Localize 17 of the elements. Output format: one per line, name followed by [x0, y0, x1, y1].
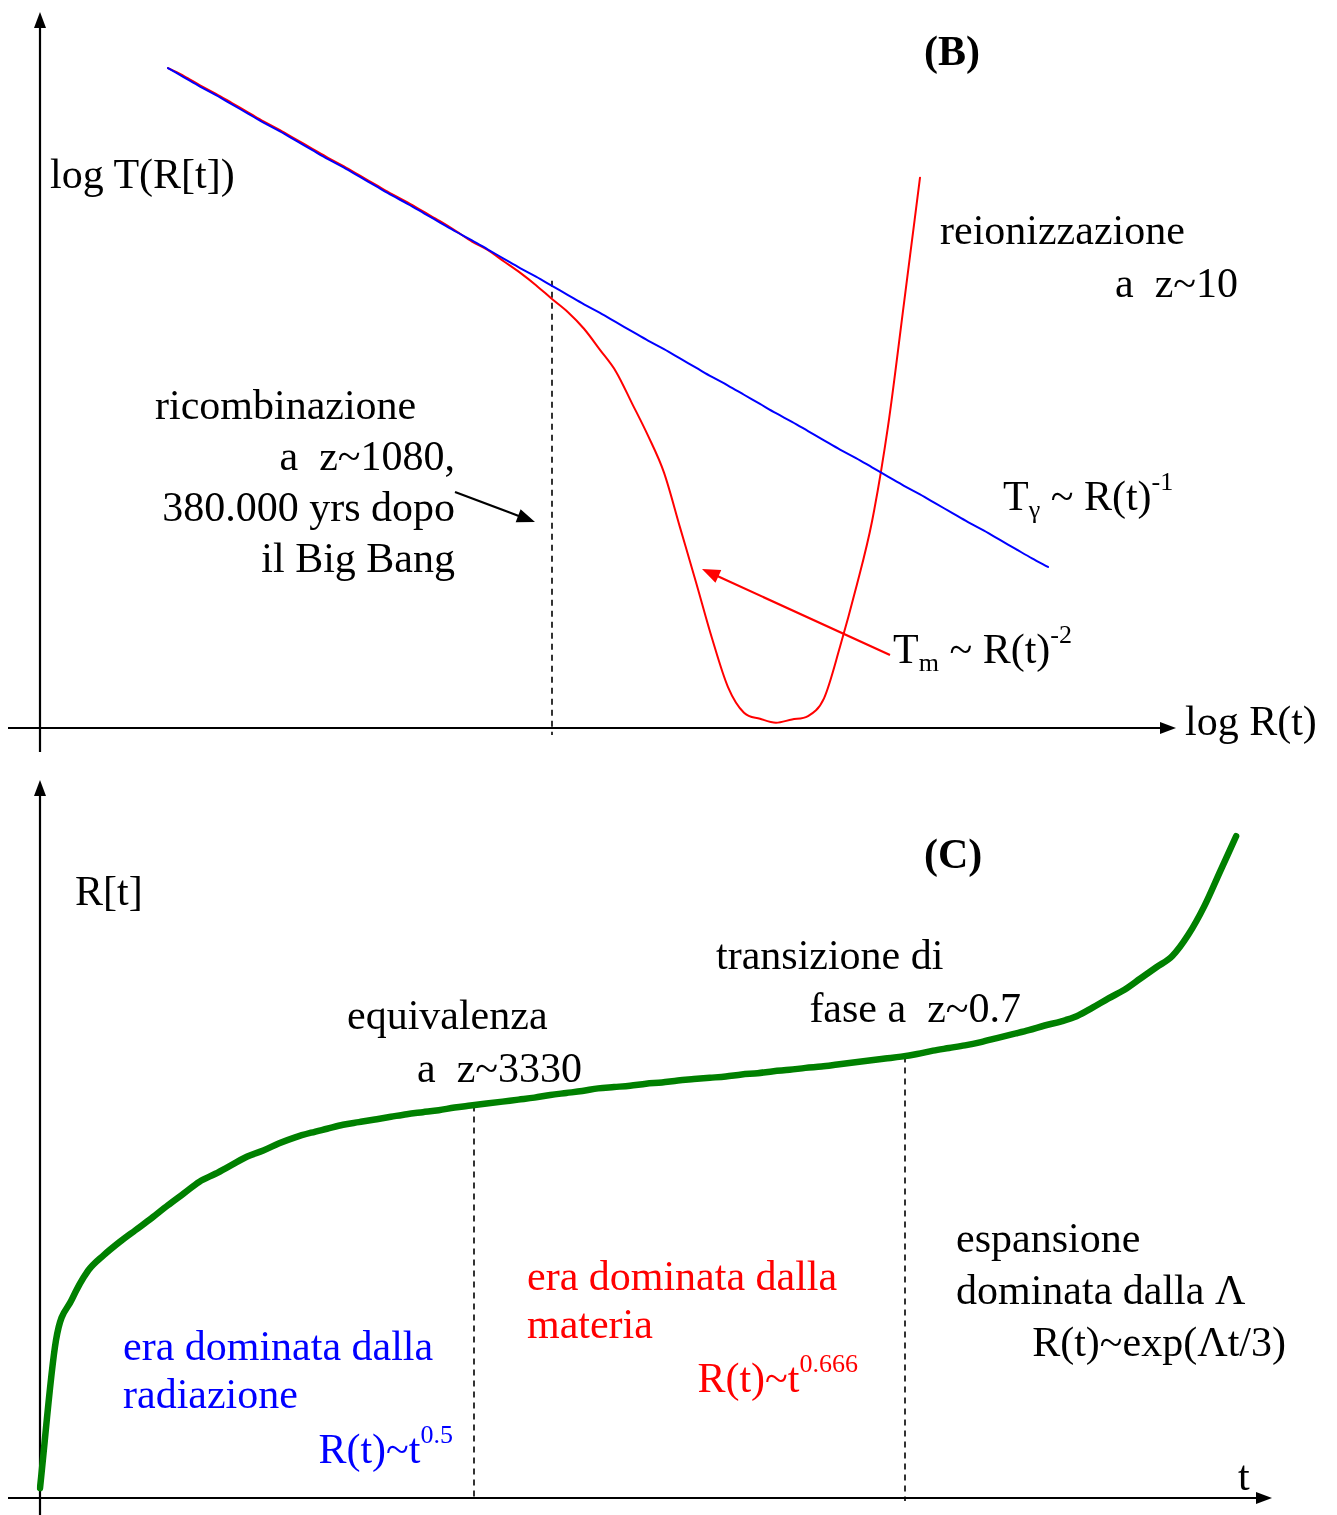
y-axis-title: log T(R[t]) — [50, 150, 235, 197]
series-label: T$_{γ}$ ~ R(t)$^{-1}$ — [1003, 466, 1174, 524]
annotation: transizione di fase a z~0.7 — [716, 932, 1021, 1032]
annotation: era dominata dalla materia — [527, 1252, 838, 1347]
y-axis-title: R[t] — [75, 867, 143, 914]
x-axis-title: t — [1238, 1452, 1250, 1499]
x-axis-title: log R(t) — [1185, 697, 1317, 744]
chart-title: (C) — [924, 830, 983, 877]
annotation: reionizzazione a z~10 — [940, 207, 1238, 307]
annotation: R(t)~t$^{0.666}$ — [697, 1348, 858, 1401]
annotation: espansione dominata dalla Λ R(t)~exp(Λt/3) — [956, 1214, 1286, 1365]
annotation: equivalenza a z~3330 — [347, 992, 582, 1092]
annotation: era dominata dalla radiazione — [123, 1322, 434, 1417]
annotation: R(t)~t$^{0.5}$ — [318, 1419, 453, 1472]
annotation: ricombinazione a z~1080, 380.000 yrs dopo il Big Bang — [155, 382, 455, 581]
chart-title: (B) — [924, 27, 980, 74]
series-label: T$_{m}$ ~ R(t)$^{-2}$ — [893, 619, 1072, 677]
